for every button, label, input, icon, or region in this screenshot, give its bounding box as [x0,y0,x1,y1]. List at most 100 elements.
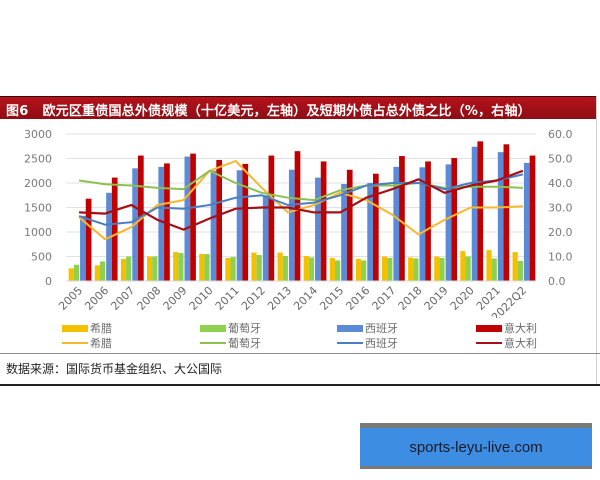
bar [216,159,223,281]
right-tick-label: 0.0 [548,275,566,288]
x-tick-label: 2011 [213,284,242,313]
bar [120,258,127,281]
bar [204,254,210,281]
bar [334,260,341,281]
bar [256,255,262,281]
bar [146,256,153,281]
bar [294,151,301,281]
legend-swatch [62,342,88,344]
bar [315,177,321,281]
bar [434,256,440,281]
bar [346,169,353,281]
bar [303,256,309,281]
bar [199,254,205,281]
x-tick-label: 2016 [343,284,372,313]
legend-line-greece: 希腊 [62,335,112,351]
left-tick-label: 500 [31,251,52,264]
bar [80,215,86,281]
bar [277,252,283,281]
bar [158,166,165,281]
bar [517,260,523,281]
bar [408,257,414,281]
bar [399,156,405,281]
bar [268,155,275,281]
bar [491,258,497,281]
watermark-banner[interactable]: sports-leyu-live.com [360,423,592,469]
right-tick-label: 50.0 [548,153,573,166]
bar [460,251,466,281]
frame-border [596,96,597,386]
bar [99,261,106,281]
left-tick-label: 2500 [24,153,52,166]
x-tick-label: 2005 [56,284,85,313]
x-tick-label: 2007 [108,284,137,313]
bar [451,158,458,281]
line [78,160,523,241]
bar [225,257,231,281]
data-source: 数据来源：国际货币基金组织、大公国际 [6,362,223,376]
bar [497,152,504,281]
left-tick-label: 0 [45,275,52,288]
bar [262,195,269,281]
divider [0,353,600,354]
legend-line-italy: 意大利 [476,335,537,351]
x-tick-label: 2008 [135,284,164,313]
x-axis: 2005200620072008200920102011201220132014… [56,280,536,318]
bar [523,162,530,281]
bar [184,156,191,281]
figure-label: 图6 [6,104,29,119]
bar [372,173,379,281]
bar [288,169,295,281]
bar [439,257,445,281]
x-tick-label: 2010 [187,284,216,313]
x-tick-label: 2012 [239,284,268,313]
chart-title-bar: 图6 欧元区重债国总外债规模（十亿美元，左轴）及短期外债占总外债之比（%，右轴） [0,96,596,119]
bar [236,170,243,281]
x-tick-label: 2014 [291,284,320,313]
legend-bar-italy: 意大利 [476,320,537,336]
legend-bar-greece: 希腊 [62,320,112,336]
bar [445,164,452,281]
line [79,169,524,231]
legend-swatch [62,324,88,332]
bar [361,260,367,281]
bar [381,256,388,281]
bar [126,256,132,281]
legend-swatch [200,342,226,344]
line [78,173,524,226]
bar [512,252,518,281]
bar [230,256,236,281]
bar [367,183,373,281]
bar [173,252,179,281]
chart-area: 0 500 1000 1500 2000 2500 3000 0.0 10.0 20.0 30.0… [24,128,573,318]
left-tick-label: 1000 [24,226,52,239]
bar [471,146,478,281]
legend-line-spain: 西班牙 [337,335,398,351]
bar [111,177,118,281]
left-axis: 0 500 1000 1500 2000 2500 3000 [24,128,52,288]
bar [85,198,92,281]
bar [341,183,347,281]
x-tick-label: 2020 [448,284,477,313]
line-series [78,160,524,241]
left-tick-label: 1500 [24,202,52,215]
x-tick-label: 2015 [317,284,346,313]
bar [477,141,484,281]
legend-bar-spain: 西班牙 [337,320,398,336]
legend-swatch [337,342,363,344]
left-tick-label: 2000 [24,177,52,190]
legend-swatch [337,324,363,332]
legend-swatch [200,324,226,332]
watermark-text: sports-leyu-live.com [409,438,543,456]
bar [419,167,426,281]
bar [164,163,170,281]
right-tick-label: 10.0 [548,251,573,264]
bar [73,264,80,281]
bar [308,257,315,281]
x-tick-label: 2017 [370,284,399,313]
bar [68,268,74,281]
right-tick-label: 60.0 [548,128,573,141]
bar [282,256,288,281]
x-tick-label: 2018 [396,284,425,313]
legend-swatch [476,342,502,344]
